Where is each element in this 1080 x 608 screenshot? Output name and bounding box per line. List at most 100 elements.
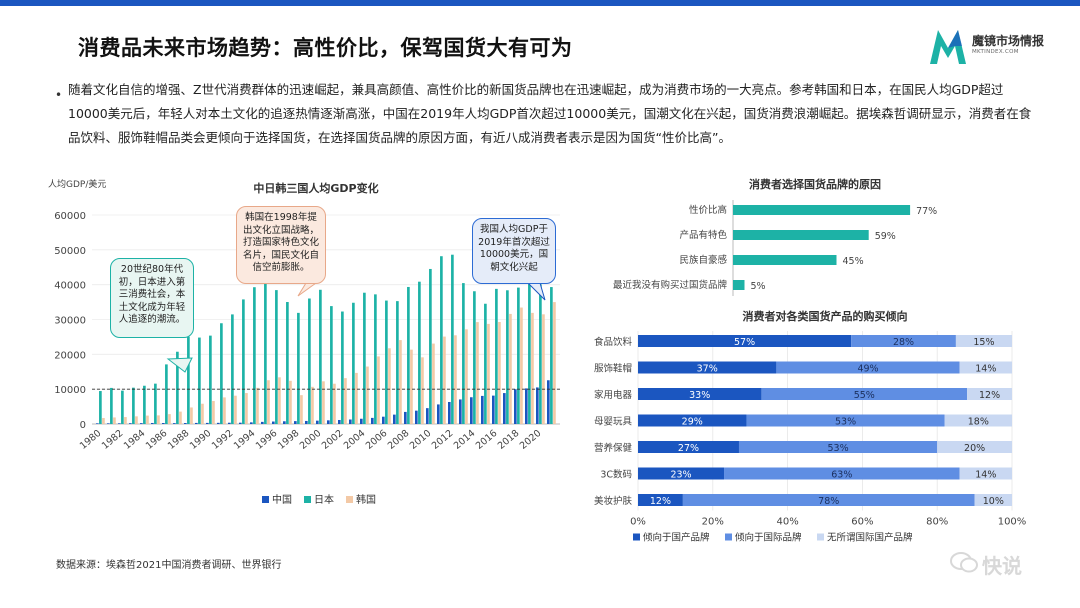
stack-bar-美妆护肤-倾向于国际品牌 <box>682 494 975 506</box>
stack-value-label: 14% <box>975 470 996 481</box>
gdp-bar-日本-2014 <box>473 291 476 424</box>
stack-chart-title: 消费者对各类国货产品的购买倾向 <box>743 309 908 323</box>
stack-bar-食品饮料-倾向于国际品牌 <box>851 335 956 347</box>
gdp-bar-日本-1989 <box>198 337 201 424</box>
gdp-bar-日本-2000 <box>319 289 322 424</box>
stack-bar-营养保健-倾向于国际品牌 <box>738 441 938 453</box>
gdp-bar-韩国-1981 <box>113 417 116 424</box>
gdp-bar-日本-1991 <box>220 323 223 424</box>
gdp-y-tick: 0 <box>80 420 86 431</box>
reason-label: 最近我没有购买过国货品牌 <box>613 279 728 291</box>
gdp-y-tick: 20000 <box>54 350 86 361</box>
stack-bar-母婴玩具-倾向于国产品牌 <box>638 414 747 427</box>
gdp-x-tick: 2016 <box>474 428 500 452</box>
stack-bar-3C数码-倾向于国际品牌 <box>724 467 960 480</box>
gdp-bar-中国-2012 <box>448 401 451 424</box>
reason-label: 性价比高 <box>689 204 727 216</box>
gdp-legend-swatch-韩国 <box>346 496 353 503</box>
gdp-bar-中国-2013 <box>459 399 462 424</box>
gdp-legend-label: 日本 <box>314 493 334 506</box>
gdp-bar-日本-1992 <box>231 314 234 424</box>
gdp-x-tick: 2014 <box>452 428 478 452</box>
gdp-bar-日本-1981 <box>110 387 113 424</box>
gdp-x-tick: 2018 <box>496 428 522 452</box>
stack-x-tick: 80% <box>926 517 948 528</box>
gdp-x-tick: 2000 <box>298 428 324 452</box>
stack-category-label: 3C数码 <box>600 469 632 481</box>
gdp-bar-日本-2015 <box>484 303 487 424</box>
gdp-bar-韩国-1994 <box>256 387 259 424</box>
stack-category-label: 美妆护肤 <box>594 495 633 507</box>
gdp-bar-中国-1997 <box>283 421 286 424</box>
gdp-y-axis-label: 人均GDP/美元 <box>48 178 106 190</box>
gdp-bar-韩国-2018 <box>520 307 523 424</box>
stack-legend-swatch-0 <box>633 533 640 541</box>
gdp-bar-中国-1998 <box>294 421 297 424</box>
gdp-bar-中国-1982 <box>118 423 121 424</box>
gdp-bar-中国-2014 <box>470 397 473 424</box>
gdp-bar-日本-2010 <box>429 268 432 424</box>
gdp-x-tick: 1996 <box>254 428 280 452</box>
gdp-bar-韩国-1983 <box>135 416 138 424</box>
stack-value-label: 78% <box>818 496 839 507</box>
watermark-chat-icon <box>950 552 978 573</box>
gdp-x-tick: 2012 <box>430 428 456 452</box>
stack-bar-服饰鞋帽-倾向于国际品牌 <box>776 361 960 374</box>
stack-bar-3C数码-倾向于国产品牌 <box>638 467 725 480</box>
stack-bar-营养保健-无所谓国际国产品牌 <box>937 441 1012 453</box>
stack-value-label: 49% <box>857 364 878 375</box>
gdp-x-tick: 1994 <box>232 428 258 452</box>
gdp-bar-中国-2003 <box>349 419 352 424</box>
stack-bar-服饰鞋帽-倾向于国产品牌 <box>638 361 777 374</box>
gdp-bar-韩国-1987 <box>179 411 182 424</box>
reason-value-label: 59% <box>875 231 896 242</box>
callout-pointer-1 <box>166 357 193 373</box>
stack-value-label: 20% <box>964 443 985 454</box>
reason-value-label: 45% <box>843 256 864 267</box>
gdp-bar-中国-2001 <box>327 420 330 424</box>
gdp-chart: 中日韩三国人均GDP变化 人均GDP/美元 0 10000 20000 30000 4000… <box>48 178 560 506</box>
stack-x-tick: 0% <box>630 517 646 528</box>
logo-name: 魔镜市场情报 <box>972 34 1045 48</box>
gdp-bar-日本-1980 <box>99 391 102 424</box>
stack-category-label: 家用电器 <box>594 389 633 401</box>
gdp-bar-日本-1990 <box>209 335 212 424</box>
stack-value-label: 28% <box>893 337 914 348</box>
gdp-bar-韩国-1991 <box>223 397 226 424</box>
stack-legend-swatch-2 <box>817 533 824 541</box>
gdp-bar-韩国-2001 <box>333 383 336 424</box>
gdp-bar-中国-1993 <box>239 422 242 424</box>
stack-value-label: 29% <box>682 417 703 428</box>
gdp-bar-韩国-2021 <box>553 302 556 424</box>
stack-bar-母婴玩具-无所谓国际国产品牌 <box>944 414 1012 427</box>
gdp-x-tick: 1980 <box>78 428 104 452</box>
reason-bar-民族自豪感 <box>733 255 837 265</box>
reason-value-label: 5% <box>751 281 766 292</box>
gdp-x-tick: 1990 <box>188 428 214 452</box>
gdp-bar-中国-2018 <box>514 389 517 424</box>
gdp-bar-日本-2003 <box>352 302 355 424</box>
gdp-y-tick: 30000 <box>54 316 86 327</box>
gdp-x-tick: 2004 <box>342 428 368 452</box>
gdp-legend-swatch-中国 <box>262 496 269 503</box>
reason-label: 民族自豪感 <box>679 254 727 266</box>
gdp-bar-韩国-1993 <box>245 393 248 424</box>
gdp-bar-日本-1995 <box>264 272 267 424</box>
gdp-bar-日本-2016 <box>495 288 498 424</box>
stack-legend-label: 无所谓国际国产品牌 <box>827 532 913 544</box>
gdp-bar-中国-1995 <box>261 421 264 424</box>
gdp-bar-中国-2011 <box>437 404 440 424</box>
gdp-bar-中国-2009 <box>415 410 418 424</box>
gdp-bar-中国-2017 <box>503 393 506 424</box>
gdp-x-tick: 1984 <box>122 428 148 452</box>
gdp-bar-韩国-2004 <box>366 366 369 424</box>
gdp-bar-中国-2004 <box>360 418 363 424</box>
gdp-bar-韩国-1998 <box>300 395 303 424</box>
gdp-bar-日本-2005 <box>374 294 377 424</box>
gdp-bar-中国-2002 <box>338 419 341 424</box>
gdp-bar-韩国-2002 <box>344 378 347 424</box>
gdp-bar-中国-1988 <box>184 423 187 424</box>
gdp-bar-韩国-1989 <box>201 403 204 424</box>
stack-legend-swatch-1 <box>725 533 732 541</box>
